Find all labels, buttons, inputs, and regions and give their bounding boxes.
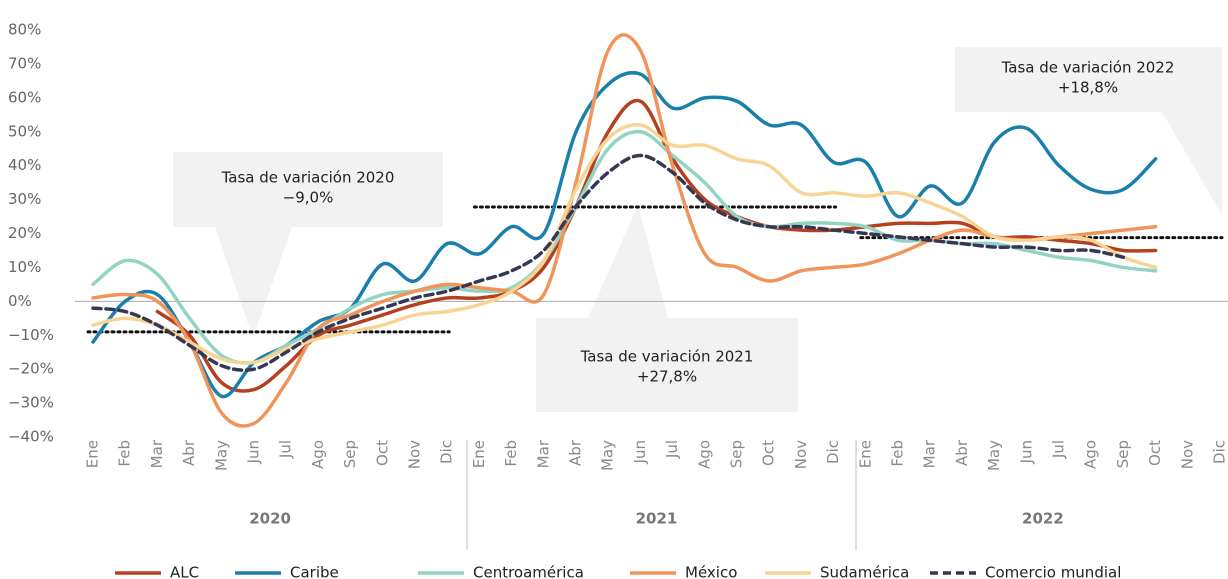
series-line [91, 123, 1158, 365]
y-tick-label: 40% [8, 156, 41, 174]
y-tick-label: 30% [8, 190, 41, 208]
annotation-text: Tasa de variación 2020 [221, 169, 395, 187]
x-tick-label: Mar [534, 439, 552, 468]
legend-label: México [685, 564, 737, 579]
x-tick-label: Ago [695, 440, 713, 469]
y-tick-label: 10% [8, 258, 41, 276]
x-tick-label: Nov [792, 440, 810, 469]
x-tick-label: Ene [470, 440, 488, 468]
annotation-text: −9,0% [283, 189, 334, 207]
callout-pointer [1162, 112, 1222, 215]
y-tick-label: 20% [8, 224, 41, 242]
y-tick-label: 70% [8, 54, 41, 72]
x-tick-label: Abr [953, 439, 971, 466]
x-tick-label: Jun [1017, 440, 1035, 464]
x-tick-label: Oct [373, 440, 391, 466]
y-tick-label: −20% [8, 360, 54, 378]
x-tick-label: Ene [856, 440, 874, 468]
callout-pointer [215, 227, 292, 338]
series-line [91, 33, 1158, 428]
legend-label: Caribe [290, 564, 339, 579]
annotation-text: +27,8% [637, 368, 697, 386]
legend-label: Comercio mundial [985, 564, 1121, 579]
x-tick-label: Jul [277, 440, 295, 459]
x-tick-label: Dic [1211, 440, 1228, 464]
x-tick-label: Oct [1146, 440, 1164, 466]
y-tick-label: 60% [8, 88, 41, 106]
x-tick-label: May [212, 440, 230, 471]
legend-label: Centroamérica [473, 564, 584, 579]
y-tick-label: −10% [8, 326, 54, 344]
y-tick-label: −30% [8, 394, 54, 412]
y-tick-label: 50% [8, 122, 41, 140]
callout-box [955, 47, 1222, 112]
x-tick-label: Sep [1114, 440, 1132, 468]
callout-pointer [588, 205, 668, 318]
callouts [173, 47, 1222, 412]
y-tick-label: 0% [8, 292, 32, 310]
year-label: 2021 [636, 510, 678, 528]
series-line [91, 153, 1126, 372]
annotation-text: +18,8% [1058, 79, 1118, 97]
legend-label: Sudamérica [820, 564, 909, 579]
x-tick-label: Jun [245, 440, 263, 464]
x-tick-label: Nov [1178, 440, 1196, 469]
legend-label: ALC [170, 564, 199, 579]
x-tick-label: Abr [180, 439, 198, 466]
callout-box [173, 152, 443, 227]
x-tick-label: Nov [406, 440, 424, 469]
x-tick-label: Sep [341, 440, 359, 468]
annotation-text: Tasa de variación 2021 [580, 348, 754, 366]
y-tick-label: 80% [8, 21, 41, 39]
x-tick-label: Ago [309, 440, 327, 469]
x-tick-label: May [599, 440, 617, 471]
annotation-text: Tasa de variación 2022 [1001, 59, 1175, 77]
x-tick-label: Feb [116, 440, 134, 467]
x-tick-label: Dic [824, 440, 842, 464]
x-tick-label: Feb [502, 440, 520, 467]
x-tick-label: Feb [889, 440, 907, 467]
x-tick-label: Ene [84, 440, 102, 468]
year-label: 2022 [1022, 510, 1064, 528]
callout-box [536, 318, 798, 412]
x-tick-label: Dic [438, 440, 456, 464]
x-tick-label: Abr [567, 439, 585, 466]
x-tick-label: Jul [663, 440, 681, 459]
x-tick-label: Ago [1082, 440, 1100, 469]
x-tick-label: Jun [631, 440, 649, 464]
y-tick-label: −40% [8, 428, 54, 446]
year-label: 2020 [249, 510, 291, 528]
x-tick-label: Jul [1050, 440, 1068, 459]
x-tick-label: May [985, 440, 1003, 471]
x-tick-label: Sep [728, 440, 746, 468]
x-tick-label: Mar [921, 439, 939, 468]
x-tick-label: Mar [148, 439, 166, 468]
x-tick-label: Oct [760, 440, 778, 466]
